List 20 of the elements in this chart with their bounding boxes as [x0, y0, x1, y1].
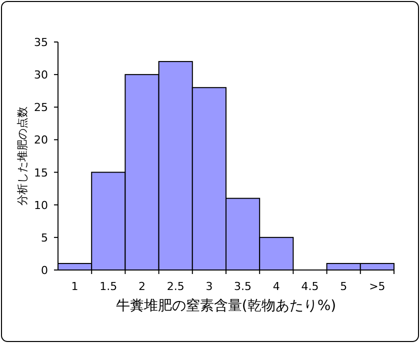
- x-tick-label: 1.5: [100, 280, 118, 293]
- y-tick-label: 35: [34, 36, 48, 49]
- x-tick-label: 4: [272, 280, 280, 293]
- y-axis-title: 分析した堆肥の点数: [16, 106, 29, 206]
- y-tick-label: 30: [34, 68, 48, 82]
- y-tick-label: 5: [41, 231, 48, 244]
- y-tick-label: 25: [34, 101, 48, 114]
- y-tick-label: 15: [34, 166, 48, 180]
- x-tick-label: 1: [71, 280, 78, 293]
- y-tick-label: 10: [34, 198, 48, 212]
- x-tick-label: 3.5: [234, 280, 252, 293]
- x-tick-label: >5: [369, 280, 386, 293]
- x-tick-label: 2: [138, 280, 146, 293]
- x-tick-label: 4.5: [301, 280, 319, 293]
- x-tick-label: 5: [340, 280, 348, 293]
- x-tick-label: 3: [206, 280, 213, 293]
- y-tick-label: 0: [41, 264, 48, 277]
- x-tick-label: 2.5: [166, 280, 184, 293]
- y-tick-label: 20: [34, 134, 48, 147]
- x-axis-title: 牛糞堆肥の窒素含量(乾物あたり%): [116, 298, 336, 314]
